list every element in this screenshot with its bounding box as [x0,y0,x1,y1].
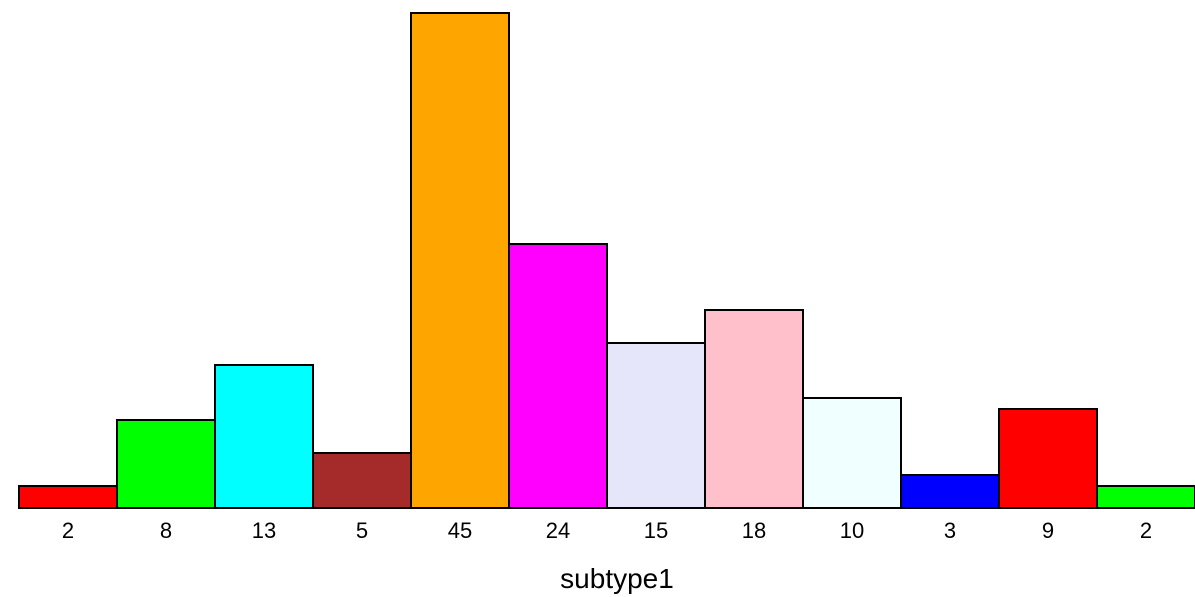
x-tick-label-6: 24 [546,518,570,543]
bar-7 [606,342,706,509]
x-tick-label-4: 5 [356,518,368,543]
bar-10 [900,474,1000,509]
x-tick-label-9: 10 [840,518,864,543]
bar-2 [116,419,216,509]
x-tick-label-2: 8 [160,518,172,543]
x-axis-title: subtype1 [560,563,674,594]
bar-3 [214,364,314,509]
tick-labels-layer: 2 8 13 5 45 24 15 18 10 3 9 2 [62,518,1152,543]
x-tick-label-12: 2 [1140,518,1152,543]
bar-8 [704,309,804,509]
x-tick-label-8: 18 [742,518,766,543]
x-tick-label-5: 45 [448,518,472,543]
bar-1 [18,485,118,509]
bar-5 [410,12,510,509]
bar-4 [312,452,412,509]
bars-layer [18,12,1195,509]
x-tick-label-10: 3 [944,518,956,543]
bar-9 [802,397,902,509]
bar-11 [998,408,1098,509]
x-tick-label-7: 15 [644,518,668,543]
x-tick-label-1: 2 [62,518,74,543]
bar-12 [1096,485,1195,509]
bar-6 [508,243,608,509]
x-tick-label-11: 9 [1042,518,1054,543]
x-tick-label-3: 13 [252,518,276,543]
